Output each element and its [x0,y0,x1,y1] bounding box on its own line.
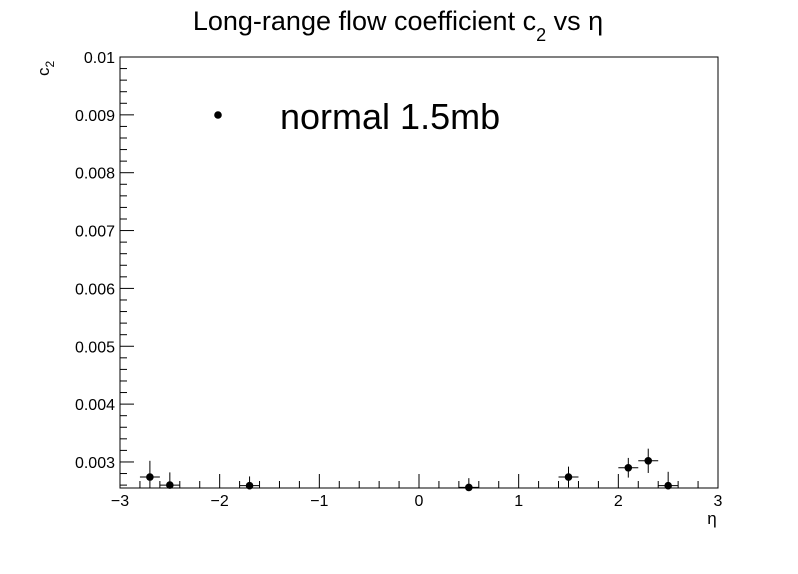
y-axis-title-main: c [34,67,53,76]
data-point [618,457,639,478]
y-axis: 0.003 0.004 0.005 0.006 0.007 0.008 0.009 0.01 [75,50,134,486]
data-marker [644,457,653,465]
y-tick-label: 0.004 [75,397,115,414]
x-tick-label: 2 [614,493,623,510]
data-point [558,466,579,488]
data-marker [465,483,473,492]
x-tick-label: 0 [415,493,424,510]
y-tick-label: 0.008 [75,166,115,183]
data-point [658,471,679,490]
data-point [239,476,260,490]
data-marker [564,473,573,481]
chart-title-subscript: 2 [536,25,546,45]
chart-title-main: Long-range flow coefficient c [193,6,536,36]
data-point [139,460,160,488]
x-tick-label: −3 [111,493,129,510]
data-point [159,472,180,489]
data-series [139,448,679,492]
data-marker [245,481,254,490]
y-tick-label: 0.007 [75,224,115,241]
chart-title: Long-range flow coefficient c2 vs η [193,6,603,45]
legend-label: normal 1.5mb [280,96,500,137]
y-axis-title-subscript: 2 [43,61,57,68]
legend-marker [214,111,222,119]
data-marker [624,463,633,472]
x-tick-label: −2 [211,493,229,510]
data-marker [664,481,672,490]
chart-title-suffix: vs η [546,6,603,36]
y-tick-label: 0.005 [75,339,115,356]
y-axis-title: c2 [34,61,57,77]
y-tick-label: 0.006 [75,281,115,298]
y-tick-label: 0.003 [75,455,115,472]
y-tick-label: 0.009 [75,108,115,125]
x-tick-label: 1 [514,493,523,510]
data-point [638,448,659,473]
x-axis-title: η [707,509,716,528]
data-point [458,478,479,492]
data-marker [166,481,174,489]
x-axis: −3 −2 −1 0 1 2 3 [111,474,723,510]
data-marker [146,473,154,481]
x-tick-label: −1 [310,493,328,510]
y-tick-label: 0.01 [84,50,115,67]
x-tick-label: 3 [714,493,723,510]
svg-text:c2: c2 [34,61,57,77]
